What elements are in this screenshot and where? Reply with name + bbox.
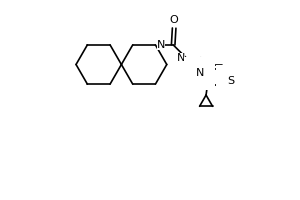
Text: S: S: [227, 76, 234, 86]
Text: H: H: [183, 60, 191, 70]
Text: N: N: [157, 40, 165, 50]
Text: O: O: [170, 15, 178, 25]
Text: N: N: [177, 53, 185, 63]
Text: N: N: [195, 68, 204, 78]
